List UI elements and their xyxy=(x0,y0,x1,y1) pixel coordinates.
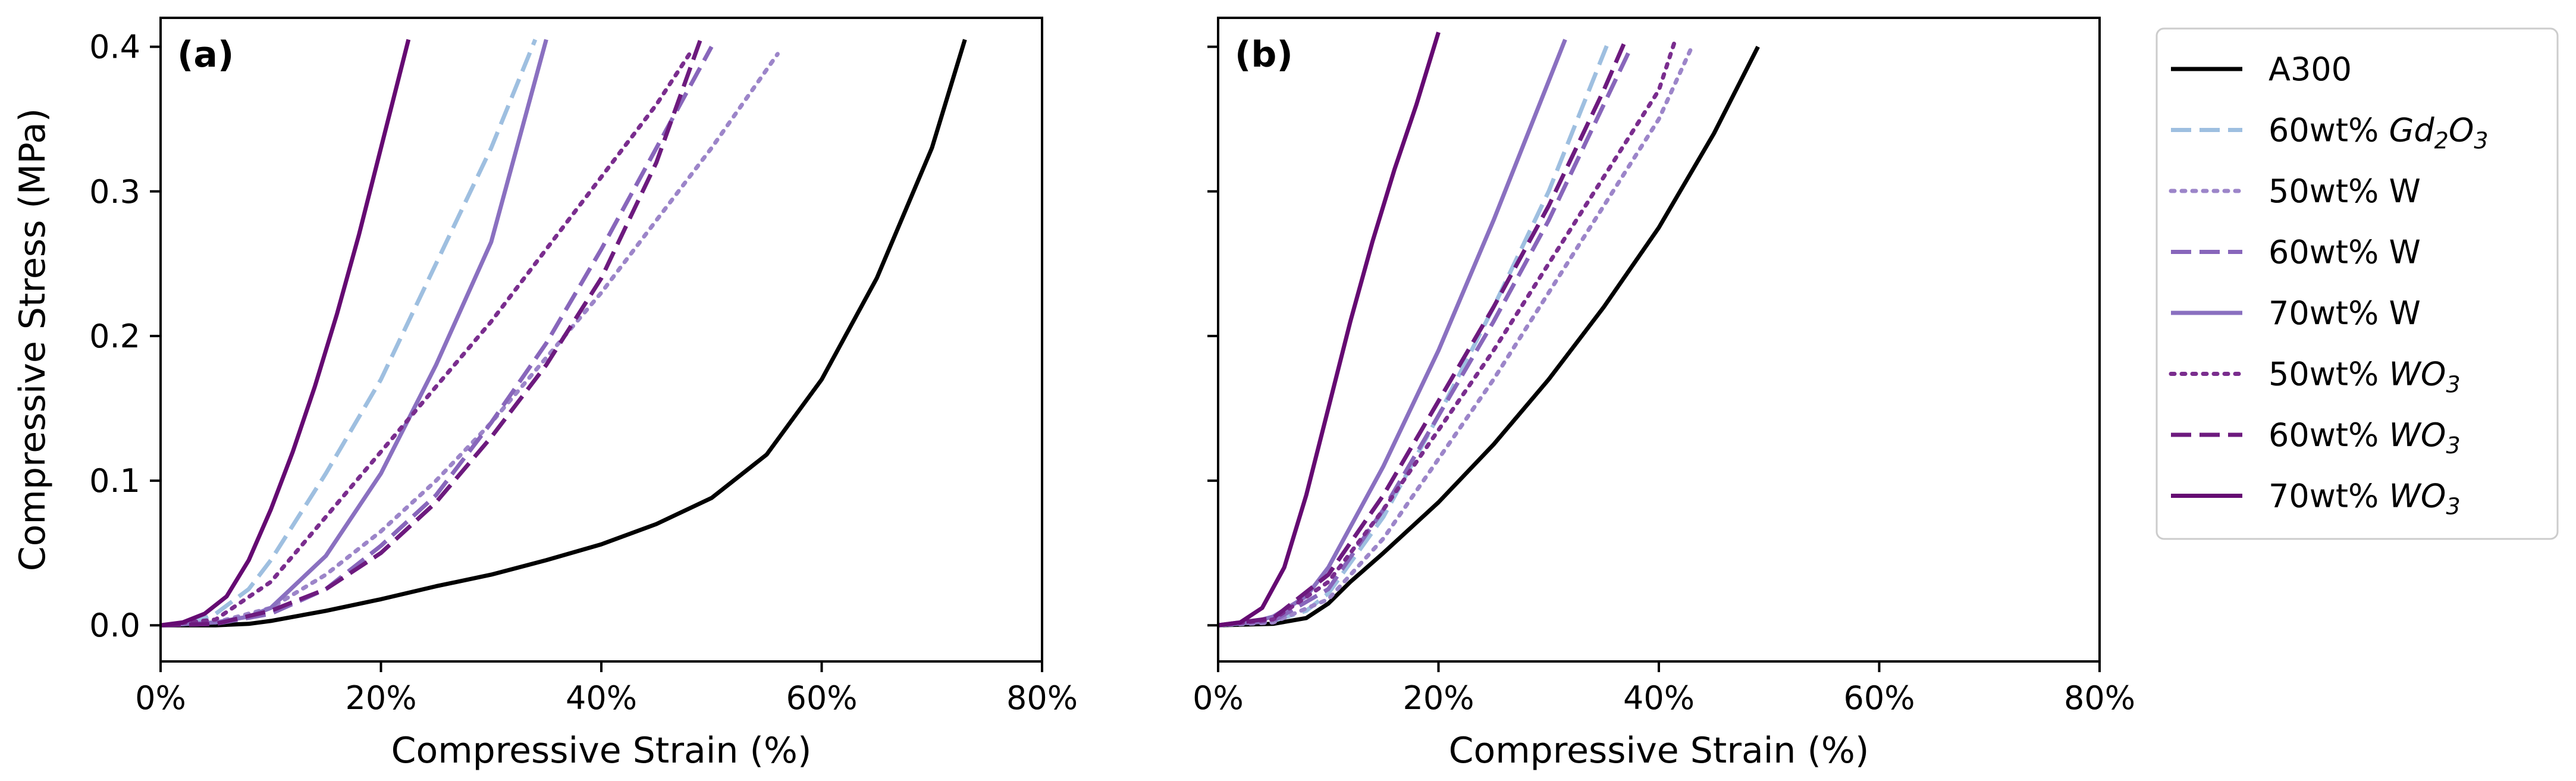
x-axis-title: Compressive Strain (%) xyxy=(391,730,812,771)
legend-item-w-50: 50wt% W xyxy=(2169,172,2421,210)
series-line-a300 xyxy=(161,39,967,628)
y-tick-label: 0.4 xyxy=(89,29,140,66)
series-line-gd2o3-60 xyxy=(161,39,538,628)
x-tick-label: 60% xyxy=(786,679,857,717)
x-tick-label: 0% xyxy=(135,679,186,717)
legend: A300 60wt% Gd2O3 50wt% W 60wt% W 70wt% W 50wt… xyxy=(2155,27,2559,540)
legend-box xyxy=(2155,27,2559,540)
axes-frame xyxy=(159,17,1043,663)
panel-a: 0% 20% 40% 60% 80% 0.0 0.1 0.2 0.3 0.4 Compressive… xyxy=(12,17,1078,771)
y-axis-title: Compressive Stress (MPa) xyxy=(12,108,54,571)
series-line-w-60 xyxy=(1218,46,1633,628)
legend-label: 60wt% W xyxy=(2268,234,2421,271)
legend-label: 50wt% W xyxy=(2268,172,2421,210)
y-tick-label: 0.2 xyxy=(89,318,140,355)
legend-label: 60wt% Gd2O3 xyxy=(2268,112,2489,154)
legend-label: A300 xyxy=(2268,51,2352,88)
series-line-w-70 xyxy=(1218,39,1567,628)
series-lines xyxy=(1218,32,1760,628)
legend-item-wo3-70: 70wt% WO3 xyxy=(2171,478,2461,520)
series-line-wo3-70 xyxy=(161,39,411,628)
legend-item-w-60: 60wt% W xyxy=(2171,234,2421,271)
legend-item-wo3-50: 50wt% WO3 xyxy=(2169,356,2461,398)
panel-b: 0% 20% 40% 60% 80% Compressive Strain (%) (b) xyxy=(1193,17,2135,771)
legend-item-wo3-60: 60wt% WO3 xyxy=(2171,416,2461,459)
x-tick-label: 40% xyxy=(1623,679,1695,717)
y-tick-label: 0.0 xyxy=(89,607,140,644)
series-line-wo3-50 xyxy=(161,52,692,628)
x-axis-title: Compressive Strain (%) xyxy=(1449,730,1869,771)
x-tick-label: 80% xyxy=(1006,679,1078,717)
legend-label: 70wt% WO3 xyxy=(2268,478,2461,520)
x-tick-label: 40% xyxy=(566,679,637,717)
series-line-w-50 xyxy=(1218,45,1695,628)
series-line-wo3-70 xyxy=(1218,32,1441,628)
legend-label: 70wt% W xyxy=(2268,294,2421,332)
x-tick-label: 60% xyxy=(1843,679,1915,717)
legend-label: 50wt% WO3 xyxy=(2268,356,2461,398)
x-tick-label: 80% xyxy=(2064,679,2135,717)
series-line-gd2o3-60 xyxy=(1218,39,1611,628)
y-tick-label: 0.1 xyxy=(89,462,140,500)
series-line-w-60 xyxy=(161,45,714,628)
series-line-wo3-50 xyxy=(1218,37,1678,628)
legend-item-a300: A300 xyxy=(2171,51,2352,88)
series-line-a300 xyxy=(1218,46,1760,628)
legend-label: 60wt% WO3 xyxy=(2268,416,2461,459)
legend-item-gd2o3-60: 60wt% Gd2O3 xyxy=(2171,112,2489,154)
series-line-w-50 xyxy=(161,52,780,628)
x-tick-label: 0% xyxy=(1193,679,1244,717)
panel-label: (b) xyxy=(1235,34,1293,76)
legend-item-w-70: 70wt% W xyxy=(2171,294,2421,332)
series-lines xyxy=(161,39,967,628)
panel-label: (a) xyxy=(177,34,234,76)
series-line-wo3-60 xyxy=(161,39,702,628)
x-tick-label: 20% xyxy=(345,679,416,717)
series-line-wo3-60 xyxy=(1218,39,1628,628)
x-tick-label: 20% xyxy=(1402,679,1474,717)
y-tick-label: 0.3 xyxy=(89,173,140,211)
series-line-w-70 xyxy=(161,39,548,628)
